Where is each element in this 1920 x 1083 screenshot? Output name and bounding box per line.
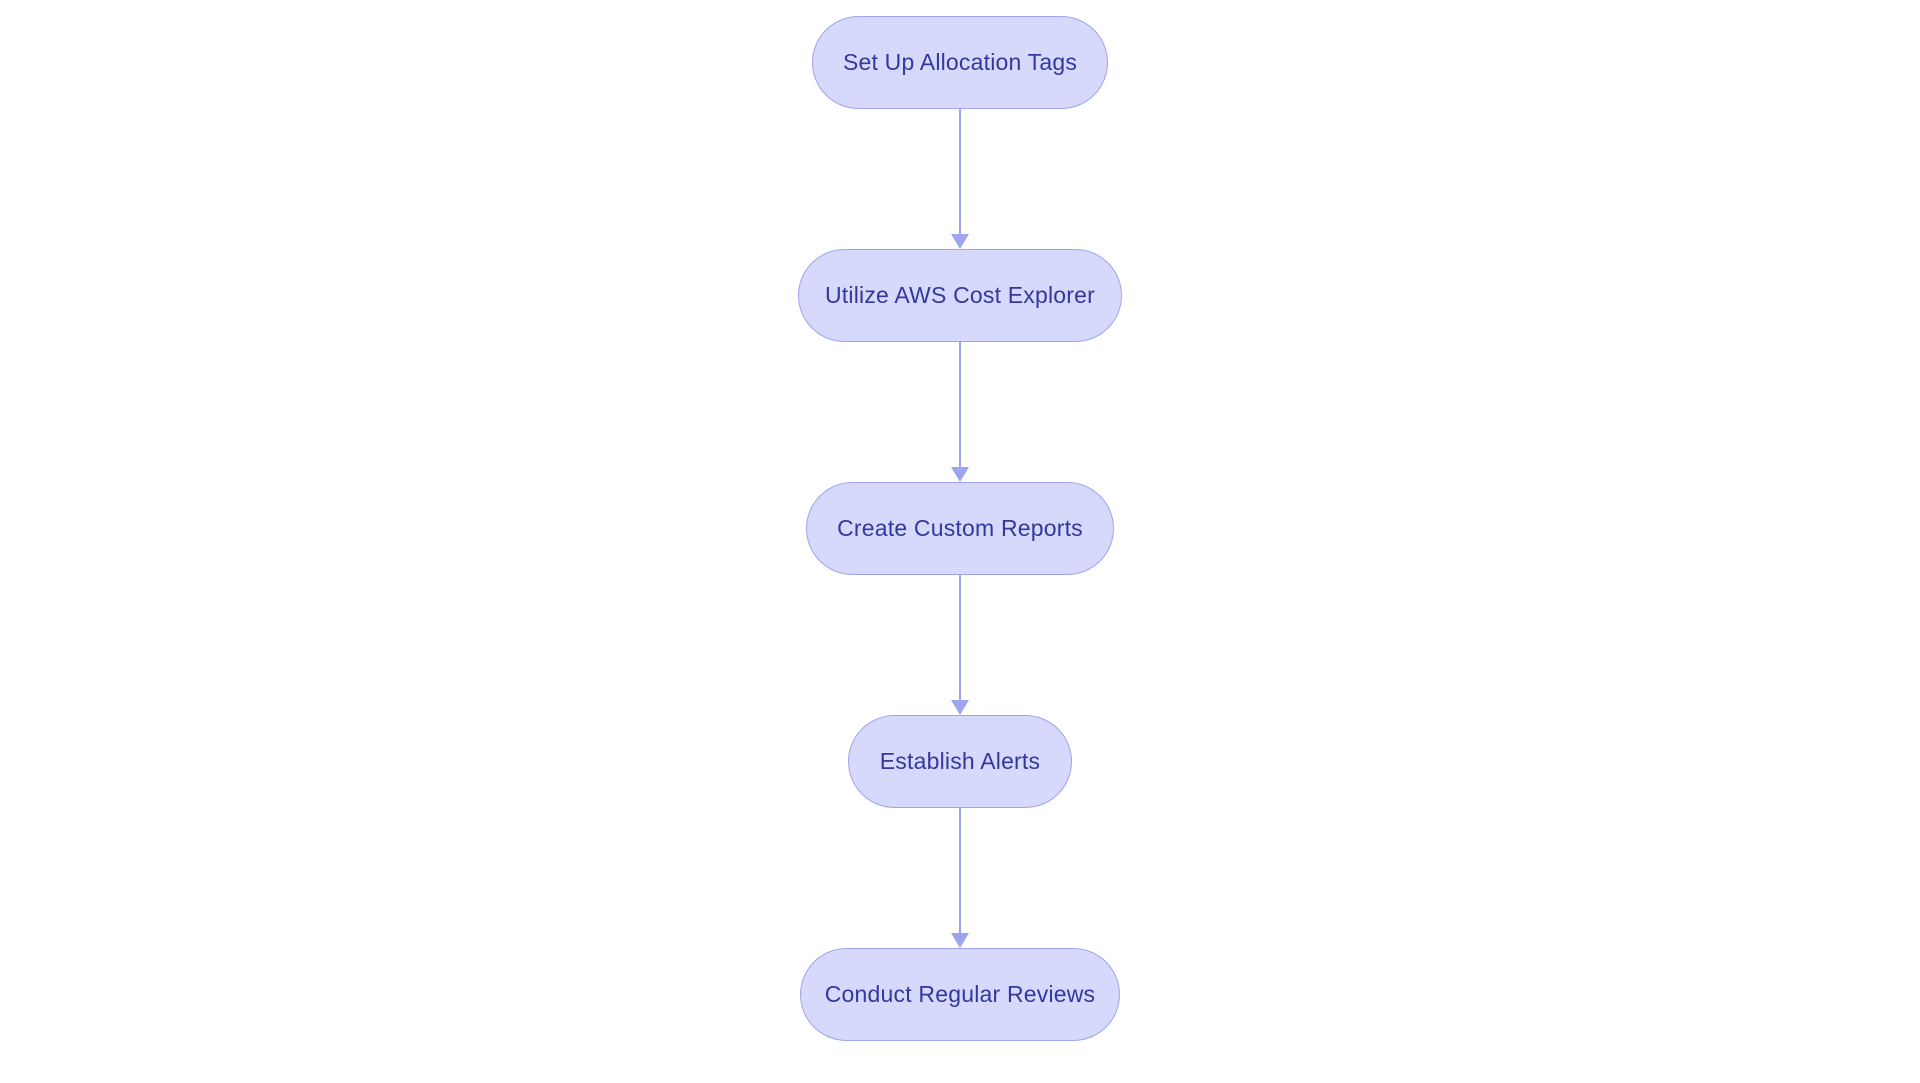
flow-node-label: Set Up Allocation Tags [843,49,1077,76]
flow-node-label: Establish Alerts [880,748,1040,775]
flow-node-label: Utilize AWS Cost Explorer [825,282,1095,309]
arrow-head-icon [951,467,969,482]
flowchart-canvas: Set Up Allocation Tags Utilize AWS Cost … [0,0,1920,1083]
flow-node-allocation-tags: Set Up Allocation Tags [812,16,1108,109]
arrow-line [959,109,961,234]
flow-arrow [951,808,969,948]
flow-arrow [951,109,969,249]
flow-node-establish-alerts: Establish Alerts [848,715,1072,808]
arrow-head-icon [951,933,969,948]
flow-arrow [951,342,969,482]
flow-arrow [951,575,969,715]
arrow-head-icon [951,234,969,249]
arrow-line [959,342,961,467]
arrow-line [959,575,961,700]
arrow-line [959,808,961,933]
flow-node-custom-reports: Create Custom Reports [806,482,1114,575]
flow-node-label: Create Custom Reports [837,515,1083,542]
arrow-head-icon [951,700,969,715]
flow-node-regular-reviews: Conduct Regular Reviews [800,948,1120,1041]
flow-node-cost-explorer: Utilize AWS Cost Explorer [798,249,1122,342]
flow-node-label: Conduct Regular Reviews [825,981,1096,1008]
